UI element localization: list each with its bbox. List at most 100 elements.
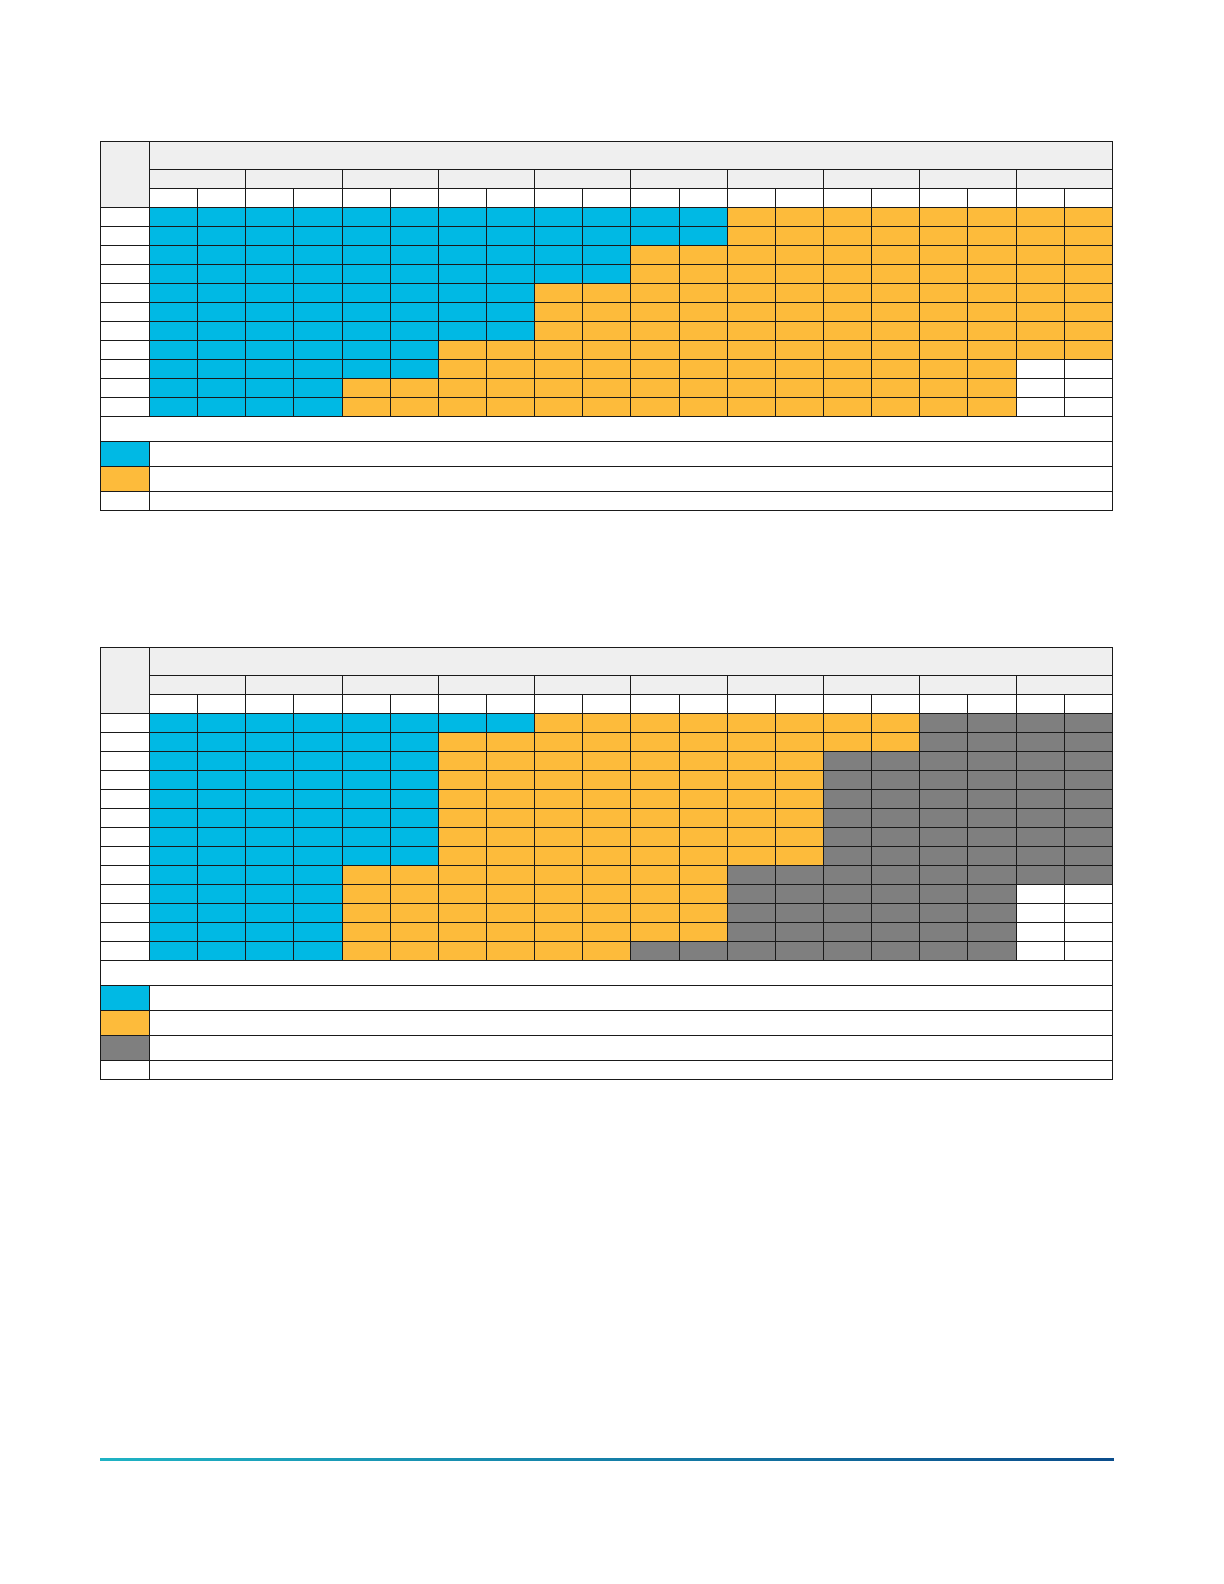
- grid-cell: [534, 283, 584, 303]
- column-header-cell: [245, 188, 295, 208]
- grid-cell: [630, 397, 680, 417]
- grid-cell: [967, 397, 1017, 417]
- grid-cell: [148, 397, 199, 417]
- column-header-cell: [726, 188, 776, 208]
- column-header-cell: [967, 694, 1017, 714]
- column-header-cell: [630, 188, 680, 208]
- grid-cell: [534, 903, 584, 923]
- grid-cell: [871, 903, 921, 923]
- grid-cell: [726, 340, 776, 360]
- grid-cell: [919, 732, 969, 752]
- grid-cell: [389, 397, 439, 417]
- group-header-cell: [726, 675, 824, 695]
- grid-cell: [678, 302, 728, 322]
- grid-cell: [630, 922, 680, 942]
- column-header-cell: [293, 694, 343, 714]
- grid-cell: [822, 884, 873, 904]
- grid-cell: [341, 846, 391, 866]
- grid-cell: [630, 827, 680, 847]
- grid-cell: [919, 340, 969, 360]
- grid-cell: [148, 713, 199, 733]
- grid-cell: [630, 340, 680, 360]
- table-row: [100, 397, 1114, 417]
- grid-cell: [919, 903, 969, 923]
- grid-cell: [293, 789, 343, 809]
- row-header-cell: [100, 941, 150, 961]
- grid-cell: [678, 751, 728, 771]
- grid-cell: [197, 903, 247, 923]
- grid-cell: [822, 359, 873, 379]
- grid-cell: [534, 302, 584, 322]
- grid-cell: [1015, 732, 1065, 752]
- grid-cell: [822, 751, 873, 771]
- grid-cell: [534, 245, 584, 265]
- grid-cell: [726, 884, 776, 904]
- grid-cell: [534, 846, 584, 866]
- grid-cell: [919, 941, 969, 961]
- row-header-cell: [100, 770, 150, 790]
- column-header-cell: [485, 694, 536, 714]
- grid-cell: [726, 283, 776, 303]
- grid-cell: [630, 321, 680, 341]
- grid-cell: [389, 359, 439, 379]
- grid-cell: [1063, 922, 1114, 942]
- grid-cell: [678, 846, 728, 866]
- grid-cell: [534, 865, 584, 885]
- grid-cell: [822, 245, 873, 265]
- column-header-cell: [293, 188, 343, 208]
- grid-cell: [630, 789, 680, 809]
- lower-color-grid-table: [100, 647, 1114, 1080]
- grid-cell: [293, 340, 343, 360]
- group-header-cell: [148, 675, 247, 695]
- table-row: [100, 359, 1114, 379]
- grid-cell: [485, 321, 536, 341]
- grid-cell: [437, 245, 487, 265]
- grid-cell: [389, 732, 439, 752]
- grid-cell: [919, 827, 969, 847]
- grid-cell: [967, 846, 1017, 866]
- grid-cell: [1015, 865, 1065, 885]
- grid-cell: [774, 378, 824, 398]
- grid-cell: [485, 846, 536, 866]
- grid-cell: [341, 808, 391, 828]
- grid-cell: [437, 321, 487, 341]
- grid-cell: [967, 751, 1017, 771]
- grid-cell: [1015, 903, 1065, 923]
- row-header-cell: [100, 751, 150, 771]
- grid-cell: [1015, 359, 1065, 379]
- grid-cell: [919, 321, 969, 341]
- grid-cell: [148, 378, 199, 398]
- grid-cell: [197, 359, 247, 379]
- grid-cell: [871, 207, 921, 227]
- grid-cell: [582, 865, 632, 885]
- grid-cell: [582, 732, 632, 752]
- row-header-cell: [100, 865, 150, 885]
- row-header-cell: [100, 207, 150, 227]
- grid-cell: [389, 283, 439, 303]
- legend-description-cell: [149, 491, 1113, 511]
- grid-cell: [871, 865, 921, 885]
- grid-cell: [389, 922, 439, 942]
- grid-cell: [293, 245, 343, 265]
- grid-cell: [1015, 340, 1065, 360]
- grid-cell: [582, 713, 632, 733]
- grid-cell: [389, 770, 439, 790]
- grid-cell: [437, 378, 487, 398]
- grid-cell: [245, 340, 295, 360]
- grid-cell: [822, 789, 873, 809]
- grid-cell: [341, 903, 391, 923]
- grid-cell: [341, 378, 391, 398]
- group-header-cell: [341, 169, 439, 189]
- column-header-cell: [1063, 188, 1114, 208]
- grid-cell: [1063, 321, 1114, 341]
- top-header-cell: [149, 141, 1113, 170]
- grid-cell: [871, 226, 921, 246]
- grid-cell: [678, 397, 728, 417]
- grid-cell: [148, 226, 199, 246]
- grid-cell: [822, 865, 873, 885]
- grid-cell: [534, 226, 584, 246]
- grid-cell: [1063, 359, 1114, 379]
- grid-cell: [245, 789, 295, 809]
- grid-cell: [1063, 713, 1114, 733]
- grid-cell: [197, 245, 247, 265]
